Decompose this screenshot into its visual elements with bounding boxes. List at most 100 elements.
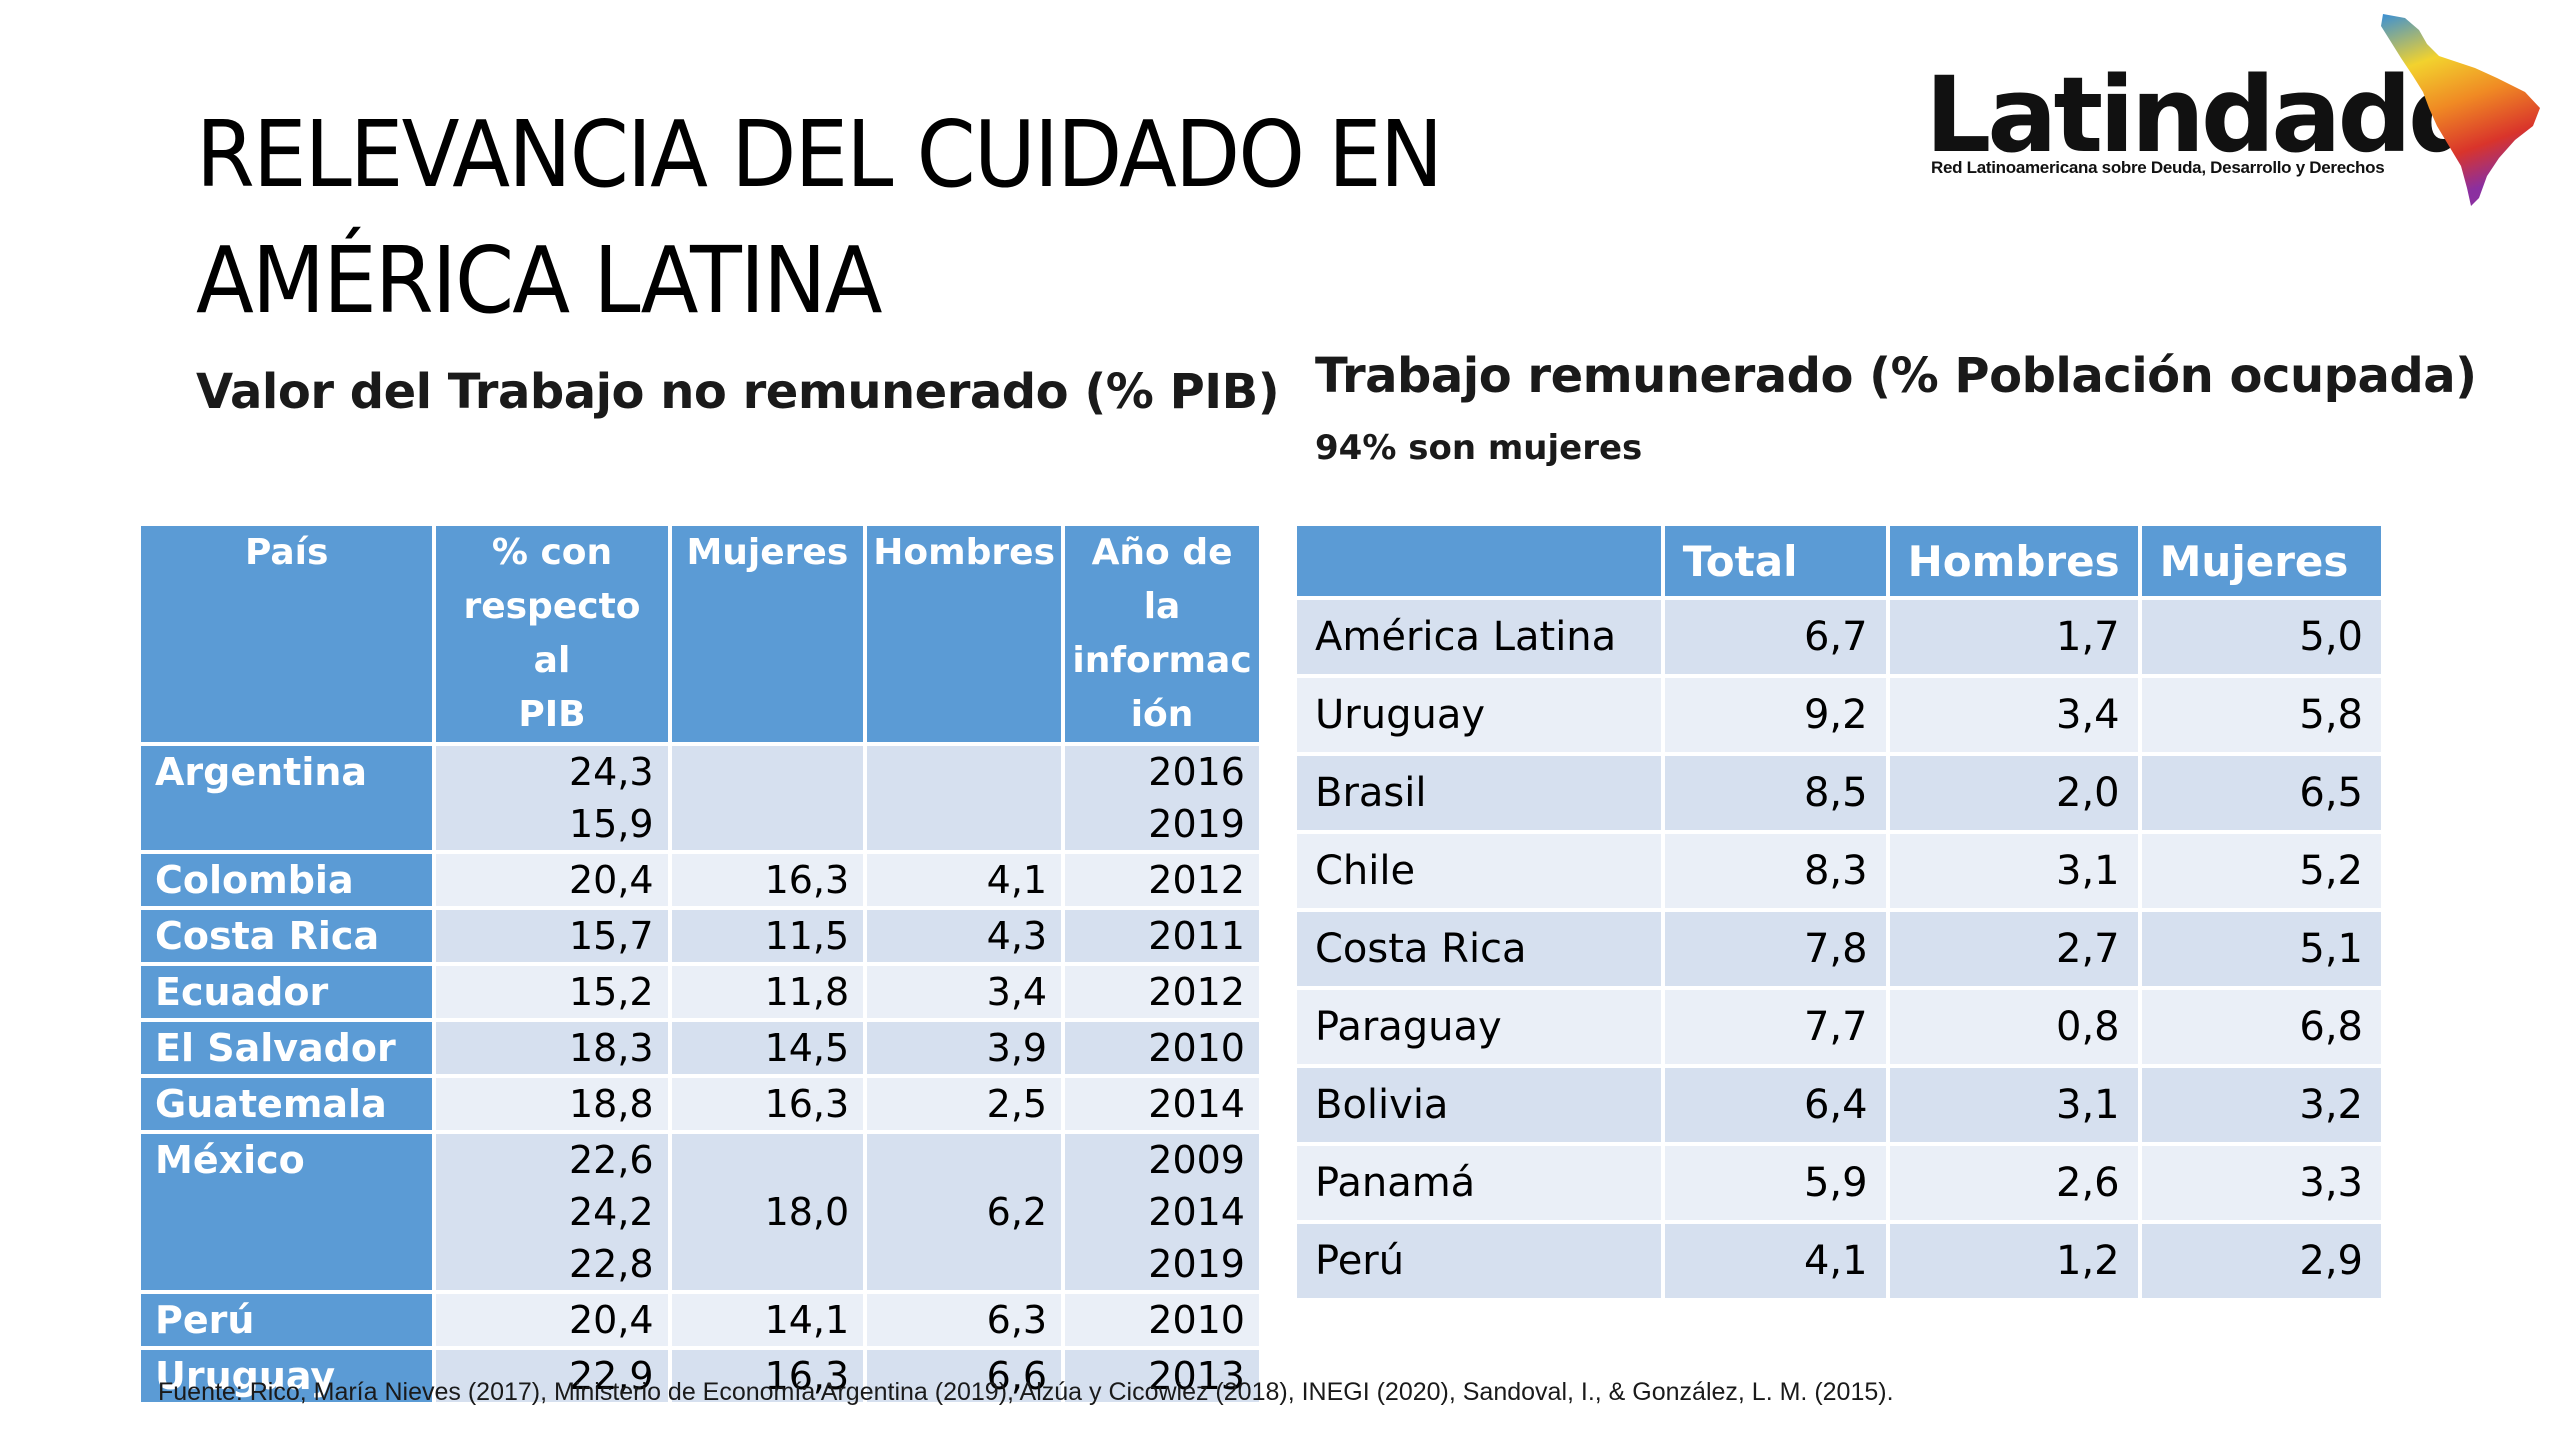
year-cell-value: 2019 [1148, 802, 1245, 846]
women-cell: 5,8 [2141, 678, 2381, 752]
table-header-row: Total Hombres Mujeres [1297, 526, 2381, 596]
year-cell-value: 2010 [1148, 1298, 1245, 1342]
total-cell: 8,5 [1664, 756, 1886, 830]
men-cell-value: 6,6 [986, 1354, 1048, 1398]
women-cell: 5,1 [2141, 912, 2381, 986]
women-cell: 16,3 [671, 1078, 864, 1130]
men-cell: 0,8 [1889, 990, 2138, 1064]
year-cell: 2016 2019 [1065, 746, 1259, 850]
women-cell: 16,3 [671, 854, 864, 906]
men-cell-value: 2,5 [986, 1082, 1048, 1126]
year-cell: 2010 [1065, 1022, 1259, 1074]
table-row: México 22,6 24,2 22,8 18,0 6,2 2009 2014 2019 [141, 1134, 1259, 1290]
men-cell: 6,6 [867, 1350, 1062, 1402]
header-men: Hombres [1889, 526, 2138, 596]
table-row: Costa Rica 7,8 2,7 5,1 [1297, 912, 2381, 986]
pct-gdp-cell-value: 22,6 [568, 1138, 654, 1182]
country-cell: Chile [1297, 834, 1661, 908]
year-cell: 2012 [1065, 966, 1259, 1018]
table-row: Guatemala 18,8 16,3 2,5 2014 [141, 1078, 1259, 1130]
header-country [1297, 526, 1661, 596]
women-cell-value [686, 772, 850, 824]
country-cell: Uruguay [1297, 678, 1661, 752]
pct-gdp-cell-value: 22,9 [568, 1354, 654, 1398]
header-text: respecto al [463, 586, 641, 681]
header-text: % con [491, 532, 613, 573]
year-cell-value: 2011 [1148, 914, 1245, 958]
table-row: Bolivia 6,4 3,1 3,2 [1297, 1068, 2381, 1142]
women-cell: 18,0 [671, 1134, 864, 1290]
women-cell: 11,5 [671, 910, 864, 962]
women-cell-value: 11,8 [764, 970, 850, 1014]
table-row: América Latina 6,7 1,7 5,0 [1297, 600, 2381, 674]
pct-gdp-cell-value: 22,8 [568, 1242, 654, 1286]
men-cell: 3,1 [1889, 834, 2138, 908]
men-cell [867, 746, 1062, 850]
paid-work-subtitle: Trabajo remunerado (% Población ocupada) [1315, 348, 2477, 404]
total-cell: 9,2 [1664, 678, 1886, 752]
country-cell: Perú [141, 1294, 433, 1346]
year-cell-value: 2014 [1148, 1082, 1245, 1126]
paid-work-table: Total Hombres Mujeres América Latina 6,7 1… [1293, 522, 2385, 1302]
year-cell-value: 2013 [1148, 1354, 1245, 1398]
header-text: ión [1130, 694, 1194, 735]
men-cell: 2,7 [1889, 912, 2138, 986]
women-cell: 14,1 [671, 1294, 864, 1346]
women-cell-value: 18,0 [764, 1190, 850, 1234]
pct-gdp-cell: 20,4 [436, 854, 668, 906]
country-cell: Perú [1297, 1224, 1661, 1298]
table-row: Brasil 8,5 2,0 6,5 [1297, 756, 2381, 830]
women-share-note: 94% son mujeres [1315, 428, 1643, 468]
latin-america-map-icon [2381, 14, 2540, 206]
total-cell: 8,3 [1664, 834, 1886, 908]
header-women: Mujeres [671, 526, 864, 742]
table-row: Colombia 20,4 16,3 4,1 2012 [141, 854, 1259, 906]
pct-gdp-cell-value: 15,2 [568, 970, 654, 1014]
table-row: Costa Rica 15,7 11,5 4,3 2011 [141, 910, 1259, 962]
country-cell: Bolivia [1297, 1068, 1661, 1142]
pct-gdp-cell-value: 15,9 [568, 802, 654, 846]
men-cell: 3,1 [1889, 1068, 2138, 1142]
men-cell-value: 6,2 [986, 1190, 1048, 1234]
men-cell: 2,5 [867, 1078, 1062, 1130]
table-row: Ecuador 15,2 11,8 3,4 2012 [141, 966, 1259, 1018]
year-cell: 2010 [1065, 1294, 1259, 1346]
country-cell: Argentina [141, 746, 433, 850]
table-row: Argentina 24,3 15,9 2016 2019 [141, 746, 1259, 850]
year-cell: 2009 2014 2019 [1065, 1134, 1259, 1290]
pct-gdp-cell-value: 18,8 [568, 1082, 654, 1126]
total-cell: 6,7 [1664, 600, 1886, 674]
header-country: País [141, 526, 433, 742]
table-row: El Salvador 18,3 14,5 3,9 2010 [141, 1022, 1259, 1074]
men-cell-value: 4,1 [986, 858, 1048, 902]
pct-gdp-cell-value: 20,4 [568, 858, 654, 902]
women-cell-value: 14,5 [764, 1026, 850, 1070]
year-cell: 2014 [1065, 1078, 1259, 1130]
year-cell-value: 2012 [1148, 858, 1245, 902]
men-cell: 4,3 [867, 910, 1062, 962]
country-cell-value: Ecuador [155, 970, 329, 1014]
table-row: Uruguay 22,9 16,3 6,6 2013 [141, 1350, 1259, 1402]
women-cell: 3,3 [2141, 1146, 2381, 1220]
men-cell-value: 4,3 [986, 914, 1048, 958]
country-cell: Costa Rica [141, 910, 433, 962]
year-cell: 2012 [1065, 854, 1259, 906]
unpaid-work-table: País % con respecto al PIB Mujeres Hombr… [137, 522, 1263, 1406]
country-cell-value: Guatemala [155, 1082, 387, 1126]
women-cell: 5,2 [2141, 834, 2381, 908]
year-cell-value: 2016 [1148, 750, 1245, 794]
pct-gdp-cell: 15,7 [436, 910, 668, 962]
pct-gdp-cell: 22,9 [436, 1350, 668, 1402]
country-cell: Guatemala [141, 1078, 433, 1130]
year-cell: 2011 [1065, 910, 1259, 962]
women-cell: 14,5 [671, 1022, 864, 1074]
country-cell: Paraguay [1297, 990, 1661, 1064]
country-cell-value: Perú [155, 1298, 255, 1342]
country-cell-value: El Salvador [155, 1026, 396, 1070]
men-cell: 4,1 [867, 854, 1062, 906]
country-cell: México [141, 1134, 433, 1290]
year-cell-value: 2014 [1148, 1190, 1245, 1234]
header-text: Año de la [1091, 532, 1233, 627]
year-cell: 2013 [1065, 1350, 1259, 1402]
logo-wordmark: Latindadd [1925, 54, 2482, 176]
